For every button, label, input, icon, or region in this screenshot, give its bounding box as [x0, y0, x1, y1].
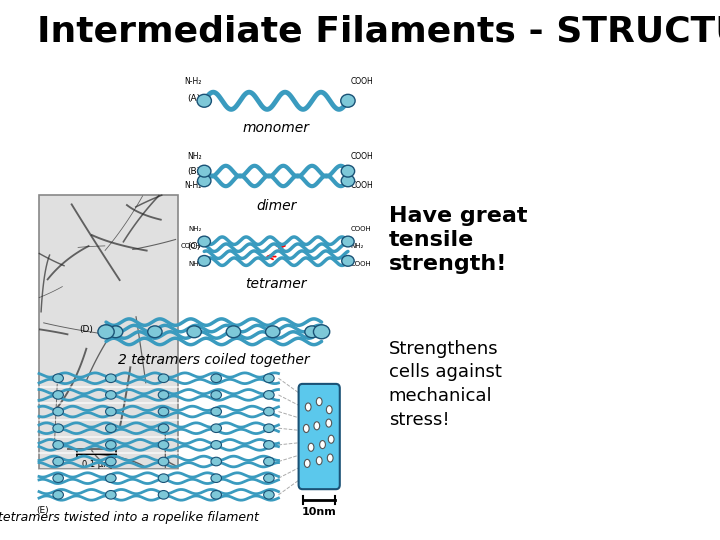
FancyBboxPatch shape: [299, 384, 340, 489]
Ellipse shape: [316, 457, 322, 465]
Ellipse shape: [106, 474, 116, 482]
Text: 2 tetramers coiled together: 2 tetramers coiled together: [118, 353, 310, 367]
Ellipse shape: [106, 490, 116, 499]
Ellipse shape: [109, 326, 123, 338]
Ellipse shape: [53, 407, 63, 416]
Text: N-H₂: N-H₂: [184, 181, 202, 191]
Text: COOH: COOH: [351, 226, 371, 232]
Ellipse shape: [308, 443, 314, 451]
Ellipse shape: [341, 94, 355, 107]
Ellipse shape: [326, 406, 332, 414]
Ellipse shape: [106, 424, 116, 433]
Text: N-H₂: N-H₂: [184, 77, 202, 86]
Ellipse shape: [148, 326, 162, 338]
Text: COOH: COOH: [351, 77, 373, 86]
Text: COOH: COOH: [351, 181, 373, 191]
Ellipse shape: [328, 435, 334, 443]
Ellipse shape: [53, 490, 63, 499]
Ellipse shape: [305, 460, 310, 468]
Ellipse shape: [158, 424, 168, 433]
Ellipse shape: [106, 407, 116, 416]
Text: NH₂: NH₂: [189, 261, 202, 267]
Ellipse shape: [106, 374, 116, 382]
Ellipse shape: [53, 457, 63, 466]
Ellipse shape: [187, 326, 202, 338]
Text: NH₂: NH₂: [187, 152, 202, 161]
Text: 0.1 μm: 0.1 μm: [82, 460, 111, 469]
Ellipse shape: [264, 424, 274, 433]
Ellipse shape: [264, 457, 274, 466]
Ellipse shape: [328, 454, 333, 462]
Ellipse shape: [53, 424, 63, 433]
Ellipse shape: [211, 457, 222, 466]
FancyBboxPatch shape: [39, 195, 178, 469]
Ellipse shape: [198, 236, 210, 247]
Ellipse shape: [264, 441, 274, 449]
Text: Strengthens
cells against
mechanical
stress!: Strengthens cells against mechanical str…: [389, 340, 502, 429]
Ellipse shape: [53, 474, 63, 482]
Ellipse shape: [303, 424, 309, 433]
Ellipse shape: [314, 422, 320, 430]
Ellipse shape: [53, 390, 63, 399]
Ellipse shape: [313, 325, 330, 339]
Ellipse shape: [264, 474, 274, 482]
Ellipse shape: [197, 175, 211, 187]
Ellipse shape: [106, 457, 116, 466]
Ellipse shape: [158, 457, 168, 466]
Ellipse shape: [264, 390, 274, 399]
Text: (D): (D): [80, 325, 94, 334]
Text: 10nm: 10nm: [302, 507, 336, 517]
Ellipse shape: [341, 165, 355, 177]
Text: NH₂: NH₂: [189, 226, 202, 232]
Ellipse shape: [211, 490, 222, 499]
Ellipse shape: [158, 474, 168, 482]
Ellipse shape: [341, 175, 355, 187]
Ellipse shape: [197, 165, 211, 177]
Ellipse shape: [342, 255, 354, 266]
Text: COOH: COOH: [351, 152, 373, 161]
Ellipse shape: [211, 390, 222, 399]
Ellipse shape: [342, 236, 354, 247]
Ellipse shape: [305, 403, 311, 411]
Ellipse shape: [264, 407, 274, 416]
Ellipse shape: [211, 474, 222, 482]
Ellipse shape: [326, 419, 332, 427]
Ellipse shape: [53, 441, 63, 449]
Ellipse shape: [158, 490, 168, 499]
Ellipse shape: [266, 326, 280, 338]
Ellipse shape: [106, 441, 116, 449]
Text: (E): (E): [37, 506, 49, 515]
Ellipse shape: [316, 397, 322, 406]
Ellipse shape: [211, 374, 222, 382]
Ellipse shape: [320, 441, 325, 449]
Text: COOH: COOH: [351, 261, 371, 267]
Text: Have great
tensile
strength!: Have great tensile strength!: [389, 206, 527, 274]
Ellipse shape: [305, 326, 319, 338]
Ellipse shape: [211, 441, 222, 449]
Ellipse shape: [211, 407, 222, 416]
Ellipse shape: [264, 490, 274, 499]
Text: 8 tetramers twisted into a ropelike filament: 8 tetramers twisted into a ropelike fila…: [0, 511, 259, 524]
Text: tetramer: tetramer: [246, 277, 307, 291]
Ellipse shape: [264, 374, 274, 382]
Text: NH₂: NH₂: [351, 243, 364, 249]
Ellipse shape: [198, 255, 210, 266]
Ellipse shape: [197, 94, 212, 107]
Ellipse shape: [53, 374, 63, 382]
Text: (B): (B): [187, 167, 201, 176]
Ellipse shape: [226, 326, 240, 338]
Ellipse shape: [98, 325, 114, 339]
Text: Intermediate Filaments - STRUCTURE: Intermediate Filaments - STRUCTURE: [37, 15, 720, 49]
Ellipse shape: [211, 424, 222, 433]
Ellipse shape: [158, 390, 168, 399]
Text: monomer: monomer: [243, 121, 310, 135]
Text: (C): (C): [187, 242, 201, 252]
Text: (A): (A): [187, 93, 201, 103]
Ellipse shape: [106, 390, 116, 399]
Text: dimer: dimer: [256, 199, 296, 213]
Ellipse shape: [158, 407, 168, 416]
Ellipse shape: [158, 374, 168, 382]
Text: COOH: COOH: [181, 243, 202, 249]
Ellipse shape: [158, 441, 168, 449]
